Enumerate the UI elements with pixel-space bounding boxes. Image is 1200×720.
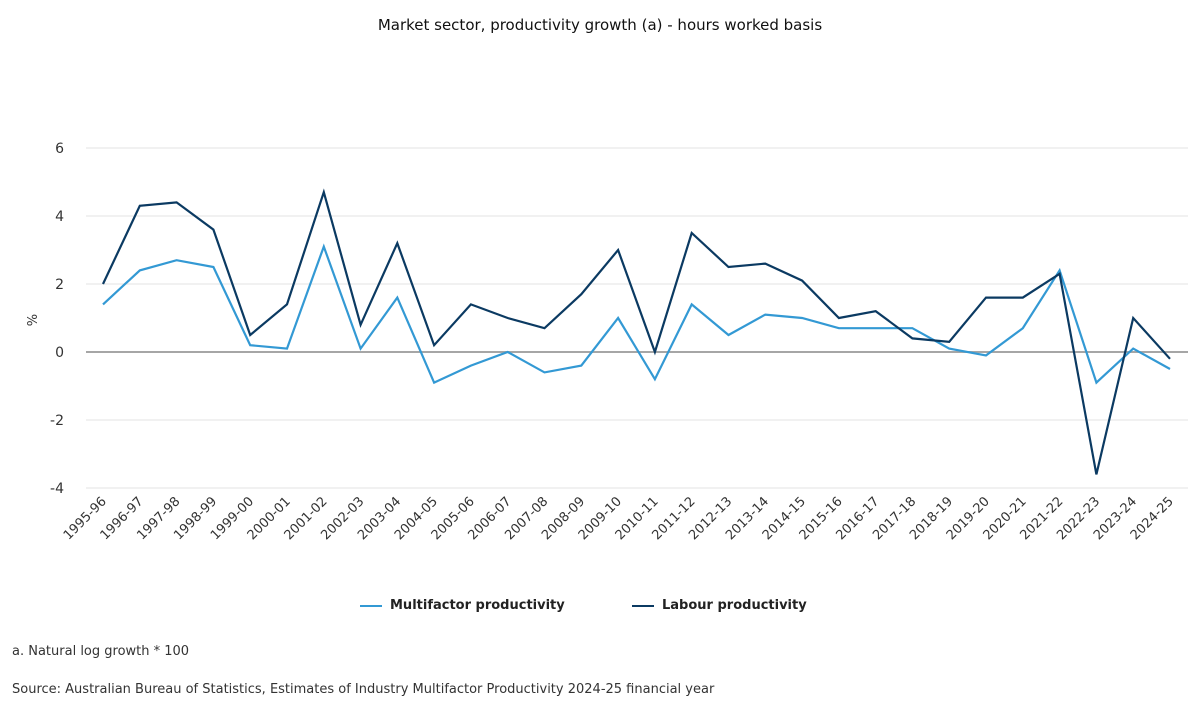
footnote: a. Natural log growth * 100 [12, 644, 190, 659]
y-tick-label: 4 [55, 209, 64, 225]
legend-item-multifactor: Multifactor productivity [360, 598, 565, 613]
chart-title: Market sector, productivity growth (a) -… [377, 16, 823, 34]
legend-label-labour: Labour productivity [662, 598, 807, 613]
legend-item-labour: Labour productivity [632, 598, 807, 613]
series-line-labour [102, 188, 1171, 475]
y-tick-label: 0 [55, 345, 64, 361]
y-tick-label: 2 [55, 277, 64, 293]
source-note: Source: Australian Bureau of Statistics,… [12, 682, 715, 697]
y-tick-label: 6 [55, 141, 64, 157]
legend-swatch-labour [632, 604, 654, 607]
y-tick-label: -4 [50, 481, 64, 497]
legend-swatch-multifactor [360, 604, 382, 607]
series-line-multifactor [102, 243, 1171, 385]
y-tick-label: -2 [50, 413, 64, 429]
legend-label-multifactor: Multifactor productivity [390, 598, 565, 613]
y-axis-label: % [26, 314, 41, 326]
